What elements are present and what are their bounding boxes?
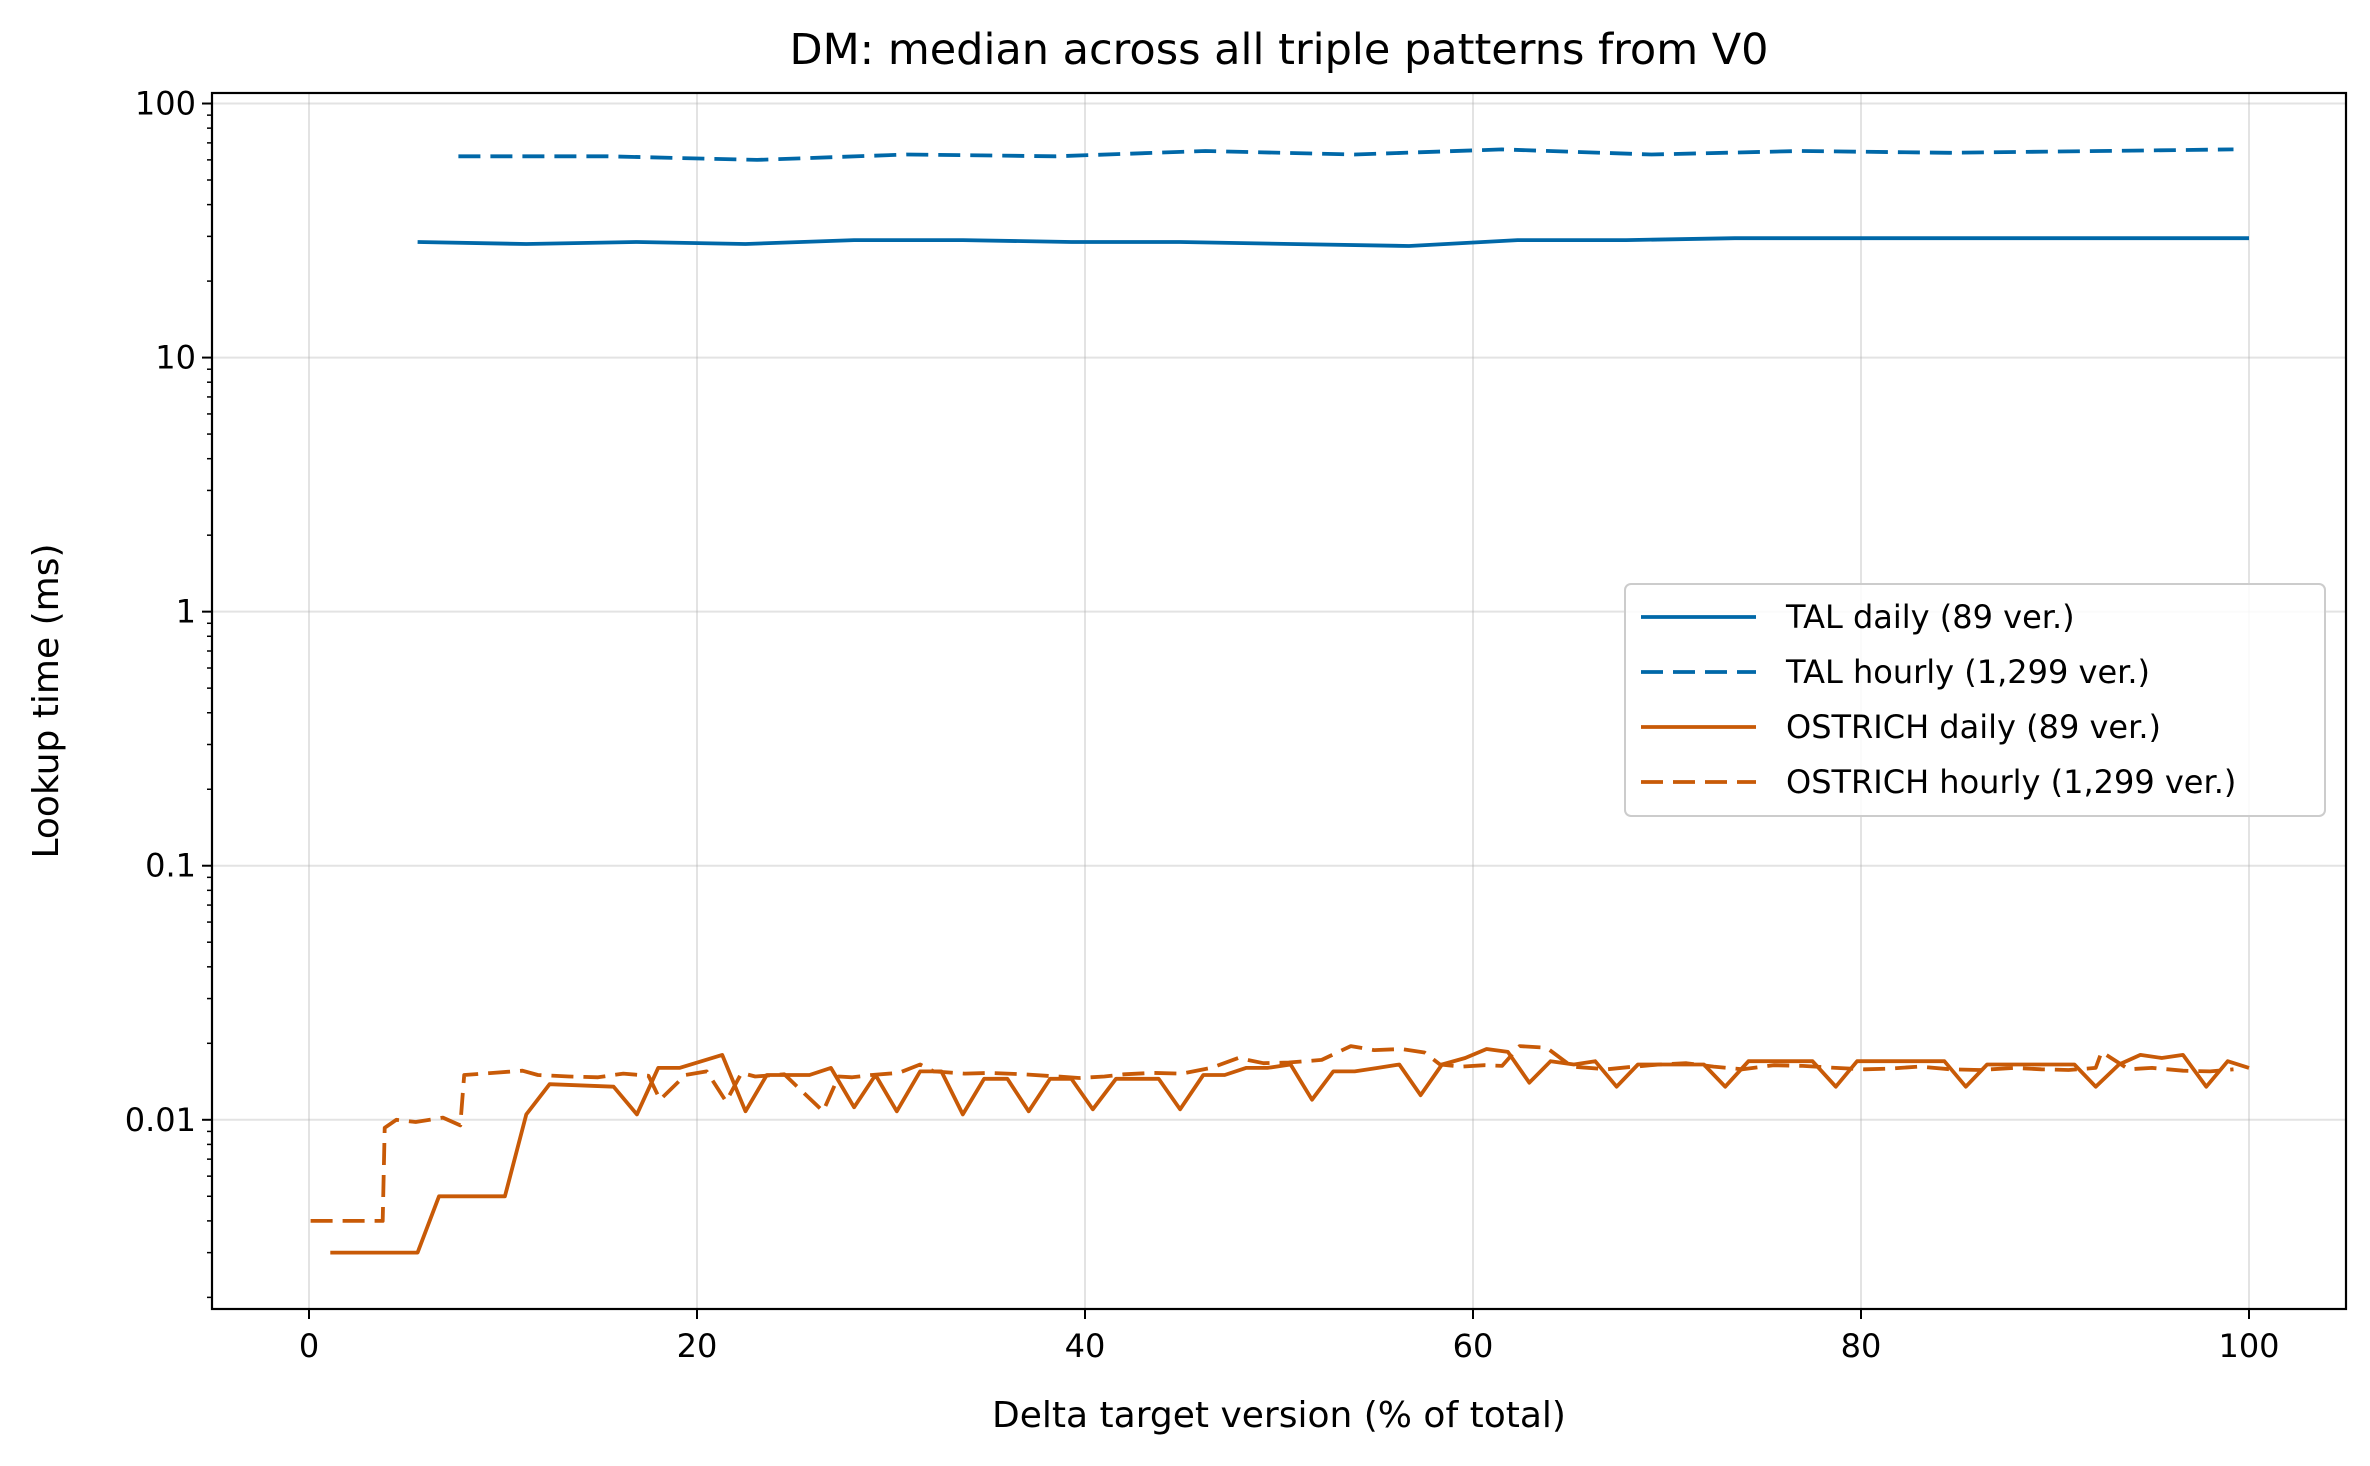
series-layer xyxy=(310,147,2250,1255)
series-line-0 xyxy=(417,236,2249,248)
x-tick-label: 20 xyxy=(677,1327,718,1365)
y-tick-label: 0.1 xyxy=(145,847,196,885)
series-line-1 xyxy=(458,147,2234,162)
legend-label: OSTRICH hourly (1,299 ver.) xyxy=(1786,763,2236,801)
y-tick-label: 100 xyxy=(135,85,196,123)
y-tick-label: 0.01 xyxy=(125,1101,196,1139)
x-tick-label: 60 xyxy=(1453,1327,1494,1365)
legend-label: OSTRICH daily (89 ver.) xyxy=(1786,708,2161,746)
x-tick-label: 80 xyxy=(1841,1327,1882,1365)
chart-title: DM: median across all triple patterns fr… xyxy=(789,25,1768,75)
y-axis-title: Lookup time (ms) xyxy=(26,543,67,858)
series-line-2 xyxy=(330,1047,2250,1255)
x-tick-label: 40 xyxy=(1065,1327,1106,1365)
x-tick-label: 100 xyxy=(2218,1327,2279,1365)
legend: TAL daily (89 ver.) TAL hourly (1,299 ver… xyxy=(1624,583,2326,817)
legend-label: TAL hourly (1,299 ver.) xyxy=(1785,653,2150,691)
series-line-3 xyxy=(310,1044,2234,1223)
x-axis-title: Delta target version (% of total) xyxy=(992,1395,1566,1436)
x-tick-label: 0 xyxy=(299,1327,319,1365)
plot-frame xyxy=(210,91,2348,1311)
grid xyxy=(212,93,2346,1309)
axes: 0 20 40 60 80 100 0.01 0.1 1 10 100 xyxy=(125,85,2280,1365)
y-tick-label: 10 xyxy=(155,339,196,377)
y-tick-label: 1 xyxy=(176,593,196,631)
legend-box xyxy=(1624,583,2326,817)
legend-label: TAL daily (89 ver.) xyxy=(1785,598,2075,636)
